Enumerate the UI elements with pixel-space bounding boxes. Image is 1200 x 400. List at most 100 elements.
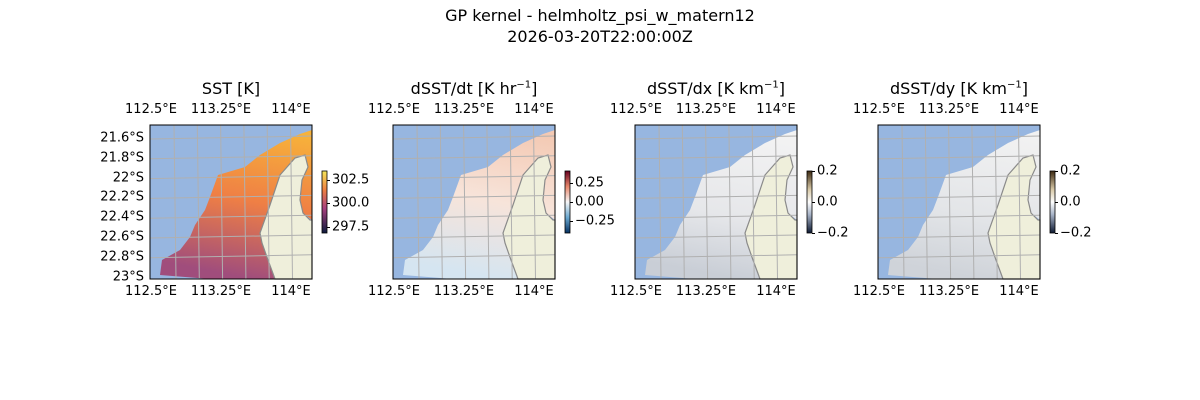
colorbar-tick (1055, 233, 1058, 234)
y-tick-label: 22°S (112, 170, 144, 186)
x-tick-label-top: 113.25°E (433, 102, 495, 117)
x-tick-label-bottom: 113.25°E (433, 284, 495, 299)
colorbar-tick (812, 202, 815, 203)
meridian-gridline (751, 124, 755, 280)
x-tick-label-bottom: 112.5°E (610, 284, 662, 299)
colorbar-tick-label: 0.0 (1060, 194, 1081, 210)
meridian-gridline (486, 124, 490, 280)
data-field (403, 130, 555, 279)
parallel-gridline (634, 214, 798, 219)
colorbar-tick (327, 203, 330, 205)
x-tick-label-bottom: 112.5°E (853, 284, 905, 299)
colorbar-tick-label: −0.2 (817, 225, 849, 241)
panel-title-text: dSST/dy [K km (889, 79, 1007, 98)
colorbar-tick-label: −0.2 (1060, 225, 1092, 241)
colorbar-tick-label: 0.2 (1060, 163, 1081, 179)
map-panel (634, 124, 798, 280)
colorbar-tick (812, 233, 815, 234)
colorbar-tick-label: 0.2 (817, 163, 838, 179)
meridian-gridline (173, 124, 177, 280)
x-tick-label-bottom: 112.5°E (368, 284, 420, 299)
panel-title-text: dSST/dx [K km (646, 79, 764, 98)
y-tick-label: 21.8°S (100, 150, 144, 166)
title-end: ] (531, 79, 538, 98)
meridian-gridline (266, 124, 270, 280)
parallel-gridline (392, 135, 556, 140)
parallel-gridline (392, 214, 556, 219)
panel-title: dSST/dt [K hr−1] (354, 79, 594, 98)
data-field (888, 130, 1040, 279)
parallel-gridline (149, 155, 313, 160)
colorbar-tick-label: 0.0 (817, 194, 838, 210)
x-tick-label-top: 113.25°E (918, 102, 980, 117)
parallel-gridline (877, 135, 1041, 140)
parallel-gridline (877, 214, 1041, 219)
title-end: ] (778, 79, 785, 98)
parallel-gridline (634, 194, 798, 199)
x-tick-label-top: 112.5°E (610, 102, 662, 117)
meridian-gridline (971, 124, 975, 280)
colorbar-tick-label: 0.00 (575, 194, 604, 210)
data-field (160, 130, 312, 279)
meridian-gridline (681, 124, 685, 280)
colorbar-tick (570, 202, 573, 203)
parallel-gridline (149, 175, 313, 180)
colorbar-tick (327, 180, 330, 182)
land (259, 154, 313, 280)
meridian-gridline (705, 124, 709, 280)
meridian-gridline (243, 124, 247, 280)
data-field (645, 130, 797, 279)
y-tick-label: 21.6°S (100, 130, 144, 146)
title-superscript: −1 (1007, 79, 1022, 91)
x-tick-label-top: 114°E (271, 102, 311, 117)
parallel-gridline (392, 254, 556, 259)
land (744, 154, 798, 280)
meridian-gridline (196, 124, 200, 280)
x-tick-label-top: 112.5°E (125, 102, 177, 117)
map-panel (149, 124, 313, 280)
meridian-gridline (775, 124, 778, 280)
y-tick-label: 23°S (112, 269, 144, 285)
meridian-gridline (220, 124, 224, 280)
x-tick-label-top: 112.5°E (368, 102, 420, 117)
parallel-gridline (634, 135, 798, 140)
meridian-gridline (416, 124, 420, 280)
parallel-gridline (877, 234, 1041, 239)
colorbar (321, 170, 328, 234)
parallel-gridline (392, 175, 556, 180)
axes-frame (877, 124, 1041, 280)
axes-frame (634, 124, 798, 280)
map-panel (877, 124, 1041, 280)
meridian-gridline (924, 124, 928, 280)
axes-frame (392, 124, 556, 280)
x-tick-label-bottom: 112.5°E (125, 284, 177, 299)
x-tick-label-bottom: 114°E (999, 284, 1039, 299)
title-superscript: −1 (764, 79, 779, 91)
axes-frame (149, 124, 313, 280)
panel-title-text: SST [K] (201, 79, 261, 98)
panel-title-text: dSST/dt [K hr (410, 79, 517, 98)
colorbar-tick (1055, 202, 1058, 203)
y-tick-label: 22.4°S (100, 209, 144, 225)
colorbar-tick-label: 300.0 (332, 195, 370, 211)
meridian-gridline (948, 124, 952, 280)
colorbar-tick (327, 226, 330, 228)
parallel-gridline (877, 175, 1041, 180)
parallel-gridline (877, 155, 1041, 160)
x-tick-label-top: 113.25°E (675, 102, 737, 117)
panel-title: dSST/dy [K km−1] (839, 79, 1079, 98)
x-tick-label-top: 113.25°E (190, 102, 252, 117)
colorbar-tick (812, 171, 815, 172)
meridian-gridline (463, 124, 467, 280)
meridian-gridline (728, 124, 732, 280)
meridian-gridline (658, 124, 662, 280)
land (502, 154, 556, 280)
meridian-gridline (439, 124, 443, 280)
x-tick-label-top: 114°E (514, 102, 554, 117)
meridian-gridline (290, 124, 293, 280)
panel-title: dSST/dx [K km−1] (596, 79, 836, 98)
panel-title: SST [K] (111, 79, 351, 98)
colorbar-tick-label: 302.5 (332, 172, 370, 188)
colorbar-tick (1055, 171, 1058, 172)
x-tick-label-top: 114°E (999, 102, 1039, 117)
